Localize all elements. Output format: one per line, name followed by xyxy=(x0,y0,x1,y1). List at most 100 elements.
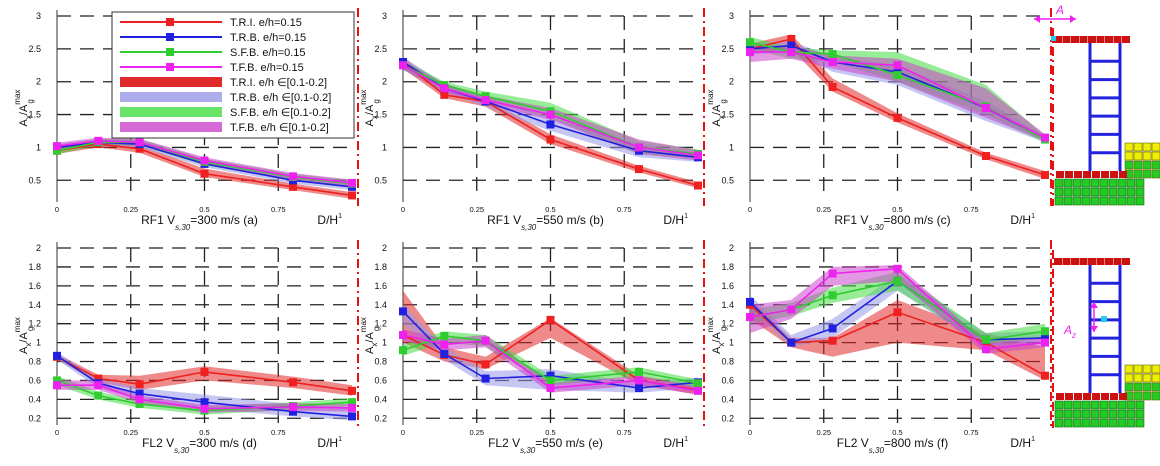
roof-cell xyxy=(1062,36,1071,43)
schematic-top-label: A xyxy=(1055,3,1064,17)
marker-TFB xyxy=(982,345,990,354)
soil-cell xyxy=(1090,418,1100,428)
marker-TRI xyxy=(787,35,796,43)
marker-TRB xyxy=(787,338,796,347)
ylabel-slash: /A xyxy=(364,332,376,343)
marker-TFB xyxy=(481,336,490,345)
title-sub: s,30 xyxy=(521,223,537,232)
legend-label: T.R.B. e/h=0.15 xyxy=(230,32,306,44)
ylabel-subg: g xyxy=(26,99,35,103)
marker-TFB xyxy=(828,58,837,66)
title-suffix: =550 m/s (e) xyxy=(535,436,603,450)
marker-TRI xyxy=(440,90,449,99)
marker-TRB xyxy=(135,389,144,398)
ylabel-main: A xyxy=(711,118,723,126)
x-tick-label: 0.75 xyxy=(617,428,632,437)
y-axis-label: Ax/Amax g xyxy=(706,317,728,354)
soil-cell xyxy=(1063,178,1073,188)
marker-TRI xyxy=(135,380,144,389)
roof-cell xyxy=(1054,258,1062,265)
y-axis-label: Ax/Amax g xyxy=(359,317,381,354)
ylabel-slash: /A xyxy=(711,332,723,343)
soil-cell xyxy=(1072,400,1082,410)
panel-e: 0.2 0.4 0.6 0.8 1 1.2 1.4 1.6 1.8 2 0 0.25 0.5 0.75 Ax… xyxy=(359,240,705,455)
y-tick-label: 3 xyxy=(382,11,387,21)
marker-TFB xyxy=(348,403,356,412)
y-tick-label: 1 xyxy=(36,142,41,152)
y-tick-label: 1 xyxy=(36,338,41,348)
soil-cell xyxy=(1124,382,1134,392)
soil-cell xyxy=(1063,187,1073,197)
soil-cell xyxy=(1081,400,1091,410)
marker-TFB xyxy=(546,110,555,119)
ylabel-sup: max xyxy=(359,90,368,105)
marker-SFB xyxy=(135,400,144,409)
marker-TFB xyxy=(481,96,490,105)
ylabel-slash: /A xyxy=(18,332,30,343)
marker-TFB xyxy=(135,138,144,147)
marker-TRI xyxy=(200,169,209,178)
legend-box xyxy=(111,11,355,139)
title-suffix: =300 m/s (a) xyxy=(190,213,258,227)
ylabel-slash: /A xyxy=(18,104,30,115)
soil-cell xyxy=(1151,169,1160,179)
soil-cell xyxy=(1133,364,1143,374)
y-axis-label: Ax/Amax g xyxy=(13,317,35,354)
marker-TFB xyxy=(200,404,209,413)
schematics: AAz xyxy=(1034,3,1160,428)
ylabel-sup: max xyxy=(706,90,715,105)
y-tick-label: 0.5 xyxy=(721,175,734,185)
y-tick-label: 3 xyxy=(729,11,734,21)
soil-cell xyxy=(1133,391,1143,401)
xend-sup: 1 xyxy=(684,213,688,220)
marker-SFB xyxy=(635,367,643,376)
y-axis-label: Ax/Amax g xyxy=(13,90,35,127)
x-end-label: D/H1 xyxy=(1010,436,1035,450)
band-TRI xyxy=(750,34,1045,180)
roof-cell xyxy=(1071,36,1079,43)
roof-cell xyxy=(1122,258,1130,265)
y-tick-label: 1.2 xyxy=(374,319,387,329)
line-TRI xyxy=(56,356,353,392)
line-TFB xyxy=(402,334,699,392)
soil-cell xyxy=(1142,373,1152,383)
x-tick-label: 0.25 xyxy=(816,428,831,437)
marker-SFB xyxy=(828,291,837,300)
title-suffix: =550 m/s (b) xyxy=(536,213,604,227)
foundation-cell xyxy=(1074,393,1082,400)
roof-cell xyxy=(1105,258,1113,265)
soil-cell xyxy=(1099,187,1109,197)
marker-TFB xyxy=(348,178,356,187)
panel-b: 0.5 1 1.5 2 2.5 3 0 0.25 0.5 0.75 Ax/Amax g RF1 Vs,3… xyxy=(359,8,705,232)
x-tick-label: 0 xyxy=(55,205,59,214)
soil-cell xyxy=(1151,160,1160,170)
roof-cell xyxy=(1079,36,1088,43)
soil-cell xyxy=(1135,400,1145,410)
soil-cell xyxy=(1151,151,1160,161)
y-tick-label: 0.8 xyxy=(721,357,734,367)
marker-TRI xyxy=(546,135,555,144)
foundation-cell xyxy=(1083,171,1091,178)
soil-cell xyxy=(1151,382,1160,392)
foundation-cell xyxy=(1092,393,1100,400)
ylabel-subg: g xyxy=(372,99,381,103)
soil-cell xyxy=(1151,391,1160,401)
marker-TRI xyxy=(694,181,702,190)
ylabel-sub: x xyxy=(370,343,379,347)
soil-cell xyxy=(1117,400,1127,410)
y-tick-label: 1.6 xyxy=(374,281,387,291)
x-end-label: D/H1 xyxy=(663,436,688,450)
soil-cell xyxy=(1072,418,1082,428)
marker-TRI xyxy=(546,315,555,324)
band-SFB xyxy=(750,271,1045,345)
side-main: A xyxy=(1063,323,1072,337)
title-prefix: FL2 V xyxy=(488,436,520,450)
marker-TRI xyxy=(348,386,356,395)
xend-sup: 1 xyxy=(1031,436,1035,443)
soil-cell xyxy=(1151,373,1160,383)
ylabel-sub: x xyxy=(717,115,726,119)
marker-TRB xyxy=(787,41,796,50)
y-tick-label: 0.6 xyxy=(721,375,734,385)
marker-TFB xyxy=(694,151,702,160)
